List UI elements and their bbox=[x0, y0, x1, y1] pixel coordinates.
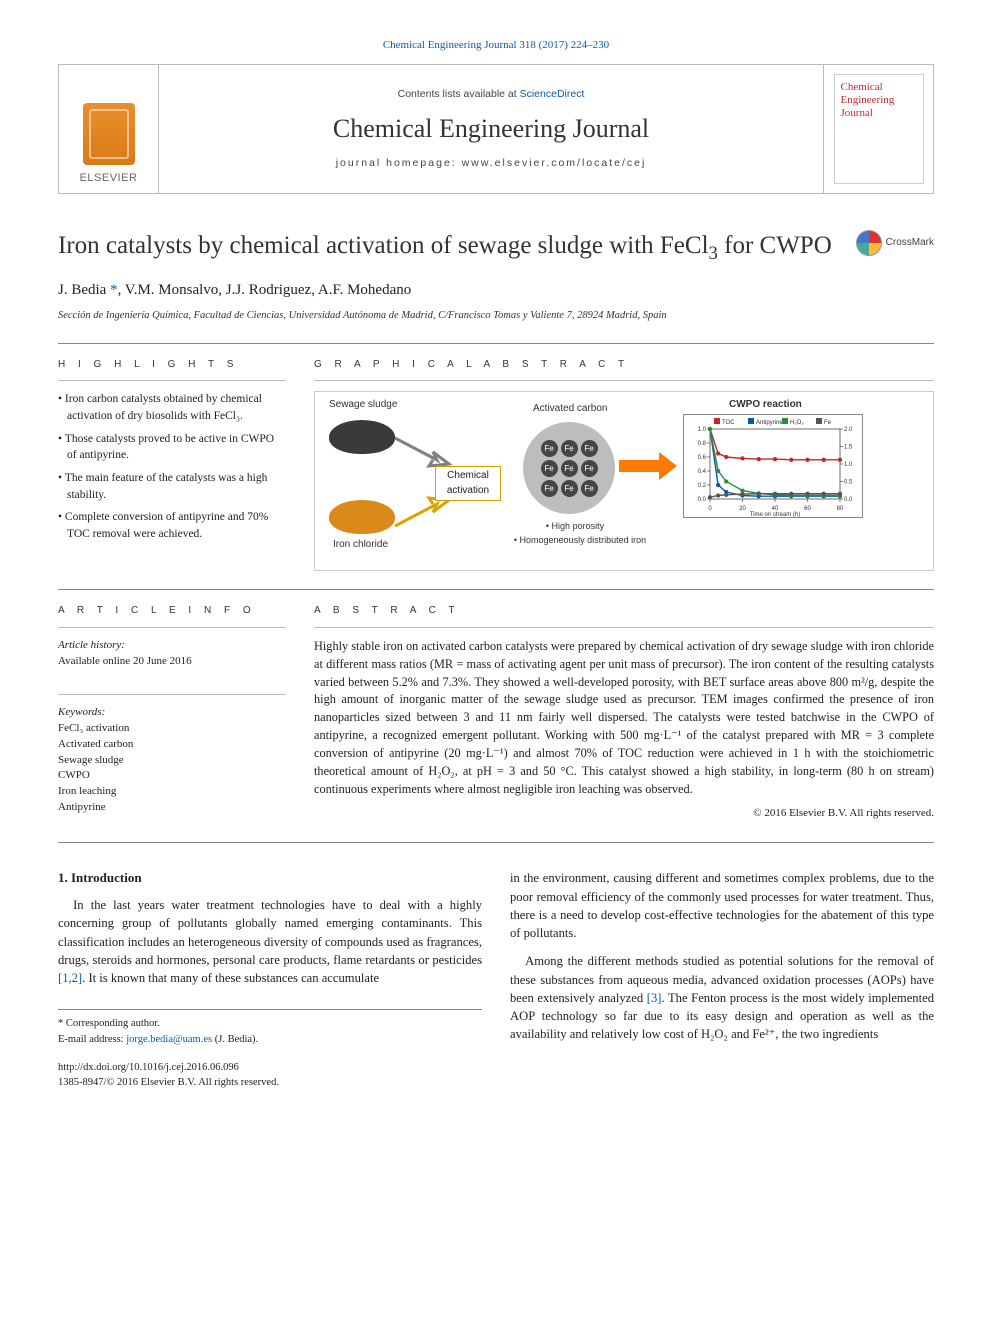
highlights-label: H I G H L I G H T S bbox=[58, 358, 286, 373]
keyword-item: Antipyrine bbox=[58, 800, 286, 816]
svg-text:0.4: 0.4 bbox=[698, 469, 707, 475]
rule bbox=[314, 380, 934, 381]
rule bbox=[314, 627, 934, 628]
crossmark-label: CrossMark bbox=[886, 236, 934, 251]
article-info-label: A R T I C L E I N F O bbox=[58, 604, 286, 619]
svg-text:0.0: 0.0 bbox=[844, 497, 853, 503]
journal-cover-cell: Chemical Engineering Journal bbox=[823, 65, 933, 193]
article-title: Iron catalysts by chemical activation of… bbox=[58, 230, 840, 266]
svg-text:Fe: Fe bbox=[824, 420, 832, 426]
intro-heading: 1. Introduction bbox=[58, 869, 482, 888]
arrow-icon bbox=[619, 452, 679, 480]
highlight-item: Iron carbon catalysts obtained by chemic… bbox=[58, 391, 286, 424]
masthead: ELSEVIER Contents lists available at Sci… bbox=[58, 64, 934, 194]
cwpo-chart: 0204060800.00.20.40.60.81.00.00.51.01.52… bbox=[683, 414, 863, 518]
svg-text:0.2: 0.2 bbox=[698, 483, 707, 489]
crossmark-icon bbox=[856, 230, 882, 256]
doi-block: http://dx.doi.org/10.1016/j.cej.2016.06.… bbox=[58, 1060, 934, 1090]
graphical-abstract-label: G R A P H I C A L A B S T R A C T bbox=[314, 358, 934, 373]
journal-cover-thumb: Chemical Engineering Journal bbox=[834, 74, 924, 184]
graphical-abstract: Sewage sludge Iron chloride Chemical act… bbox=[314, 391, 934, 571]
keywords-list: FeCl₃ activationActivated carbonSewage s… bbox=[58, 721, 286, 817]
homepage-url[interactable]: www.elsevier.com/locate/cej bbox=[462, 157, 647, 169]
highlight-item: The main feature of the catalysts was a … bbox=[58, 470, 286, 503]
svg-text:0.6: 0.6 bbox=[698, 455, 707, 461]
keyword-item: Iron leaching bbox=[58, 784, 286, 800]
corresponding-author-footnote: * Corresponding author. E-mail address: … bbox=[58, 1009, 482, 1046]
svg-text:80: 80 bbox=[837, 506, 844, 512]
article-info: Article history: Available online 20 Jun… bbox=[58, 638, 286, 816]
journal-name: Chemical Engineering Journal bbox=[333, 110, 649, 148]
corr-label: * Corresponding author. bbox=[58, 1016, 482, 1031]
svg-text:0.0: 0.0 bbox=[698, 497, 707, 503]
abstract-text: Highly stable iron on activated carbon c… bbox=[314, 638, 934, 798]
body-paragraph: In the last years water treatment techno… bbox=[58, 896, 482, 987]
highlight-item: Complete conversion of antipyrine and 70… bbox=[58, 509, 286, 542]
ga-label-sludge: Sewage sludge bbox=[329, 398, 397, 413]
affiliation-line: Sección de Ingeniería Química, Facultad … bbox=[58, 308, 934, 323]
copyright-line: © 2016 Elsevier B.V. All rights reserved… bbox=[314, 806, 934, 822]
svg-text:60: 60 bbox=[804, 506, 811, 512]
svg-text:TOC: TOC bbox=[722, 420, 735, 426]
issn-copyright-line: 1385-8947/© 2016 Elsevier B.V. All right… bbox=[58, 1077, 279, 1088]
activated-carbon-icon: FeFeFeFeFeFeFeFeFe bbox=[523, 422, 615, 514]
keyword-item: FeCl₃ activation bbox=[58, 721, 286, 737]
keyword-item: CWPO bbox=[58, 768, 286, 784]
ga-label-activated-carbon: Activated carbon bbox=[533, 402, 608, 417]
rule bbox=[58, 343, 934, 344]
sciencedirect-link[interactable]: ScienceDirect bbox=[520, 88, 585, 100]
keywords-label: Keywords: bbox=[58, 705, 286, 721]
email-paren: (J. Bedia). bbox=[212, 1034, 258, 1045]
crossmark-badge[interactable]: CrossMark bbox=[856, 230, 934, 256]
svg-text:0: 0 bbox=[708, 506, 712, 512]
chemical-activation-box: Chemical activation bbox=[435, 466, 501, 501]
journal-homepage-line: journal homepage: www.elsevier.com/locat… bbox=[336, 156, 647, 171]
body-paragraph: Among the different methods studied as p… bbox=[510, 952, 934, 1043]
svg-text:0.8: 0.8 bbox=[698, 441, 707, 447]
svg-text:Time on stream (h): Time on stream (h) bbox=[750, 512, 800, 518]
masthead-center: Contents lists available at ScienceDirec… bbox=[159, 65, 823, 193]
rule bbox=[58, 842, 934, 843]
svg-text:1.5: 1.5 bbox=[844, 445, 853, 451]
highlight-item: Those catalysts proved to be active in C… bbox=[58, 431, 286, 464]
rule bbox=[58, 589, 934, 590]
ga-bullet-1: • High porosity bbox=[505, 520, 645, 533]
ga-bullet-2: • Homogeneously distributed iron bbox=[485, 534, 675, 547]
keyword-item: Sewage sludge bbox=[58, 753, 286, 769]
ga-label-iron-chloride: Iron chloride bbox=[333, 538, 388, 553]
article-history-value: Available online 20 June 2016 bbox=[58, 654, 286, 670]
sludge-pile-icon bbox=[329, 420, 395, 454]
highlights-list: Iron carbon catalysts obtained by chemic… bbox=[58, 391, 286, 542]
abstract-label: A B S T R A C T bbox=[314, 604, 934, 619]
svg-text:20: 20 bbox=[739, 506, 746, 512]
fecl-pile-icon bbox=[329, 500, 395, 534]
body-paragraph: in the environment, causing different an… bbox=[510, 869, 934, 942]
svg-text:1.0: 1.0 bbox=[698, 427, 707, 433]
doi-link[interactable]: http://dx.doi.org/10.1016/j.cej.2016.06.… bbox=[58, 1062, 239, 1073]
svg-text:1.0: 1.0 bbox=[844, 462, 853, 468]
svg-text:Antipyrine: Antipyrine bbox=[756, 420, 783, 426]
body-text: 1. Introduction In the last years water … bbox=[58, 869, 934, 1050]
rule bbox=[58, 380, 286, 381]
svg-text:H₂O₂: H₂O₂ bbox=[790, 420, 804, 426]
contents-prefix: Contents lists available at bbox=[398, 88, 520, 100]
email-label: E-mail address: bbox=[58, 1034, 126, 1045]
svg-text:2.0: 2.0 bbox=[844, 427, 853, 433]
corr-email-link[interactable]: jorge.bedia@uam.es bbox=[126, 1034, 212, 1045]
rule bbox=[58, 627, 286, 628]
citation-line: Chemical Engineering Journal 318 (2017) … bbox=[58, 38, 934, 54]
publisher-logo-cell: ELSEVIER bbox=[59, 65, 159, 193]
publisher-name: ELSEVIER bbox=[80, 171, 138, 187]
homepage-prefix: journal homepage: bbox=[336, 157, 462, 169]
svg-text:0.5: 0.5 bbox=[844, 480, 853, 486]
contents-available-line: Contents lists available at ScienceDirec… bbox=[398, 87, 585, 102]
ga-label-cwpo: CWPO reaction bbox=[729, 398, 802, 413]
article-history-label: Article history: bbox=[58, 638, 286, 654]
rule bbox=[58, 694, 286, 695]
keyword-item: Activated carbon bbox=[58, 737, 286, 753]
authors-line: J. Bedia *, V.M. Monsalvo, J.J. Rodrigue… bbox=[58, 280, 934, 302]
elsevier-tree-icon bbox=[83, 103, 135, 165]
